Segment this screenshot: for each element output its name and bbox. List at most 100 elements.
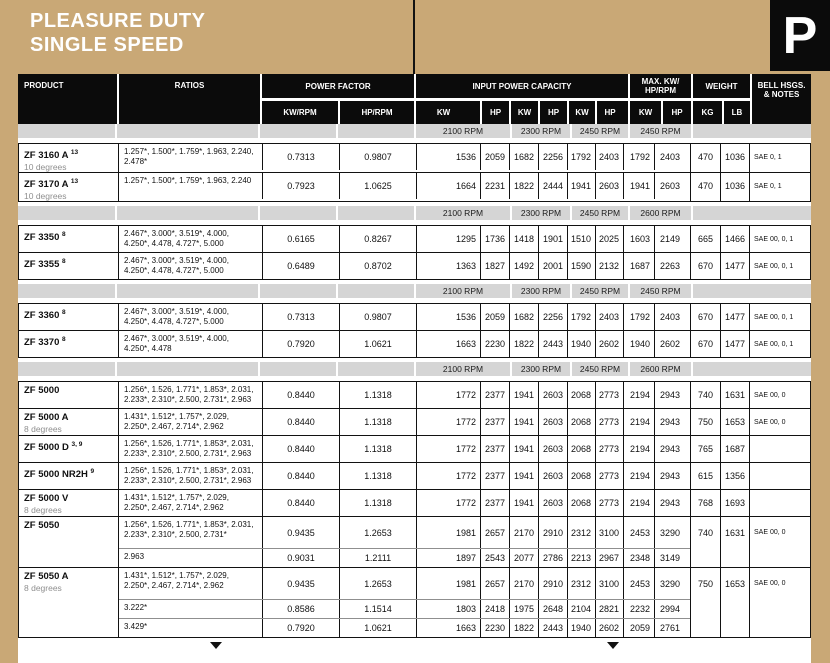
weight-lb-cell-value: 1687	[724, 444, 746, 455]
rpm-band-spacer	[18, 206, 115, 221]
notes-cell-value	[750, 436, 810, 462]
product-name: ZF 5000 A	[24, 412, 69, 424]
input-kw-cell: 1664	[416, 173, 480, 200]
input-hp-cell: 2231	[480, 173, 509, 200]
notes-cell: SAE 00, 0, 1	[749, 331, 810, 358]
input-hp-cell: 2602	[595, 331, 623, 358]
max-kw-cell: 2059	[623, 619, 654, 638]
notes-cell-value: SAE 00, 0	[754, 580, 786, 588]
input-hp-cell: 2443	[538, 331, 567, 358]
kw-rpm-cell: 0.7920	[262, 331, 339, 358]
rpm-band-cell: 2600 RPM	[630, 362, 691, 377]
input-kw-cell: 2213	[567, 549, 595, 568]
product-name: ZF 5000 NR2H 9	[24, 468, 95, 481]
continued-down-arrow-icon	[210, 642, 222, 650]
weight-kg-cell: 470	[690, 173, 720, 202]
input-hp-cell: 2059	[480, 304, 509, 331]
weight-lb-cell: 1477	[720, 253, 749, 280]
data-subrow: 1.256*, 1.526, 1.771*, 1.853*, 2.031, 2.…	[119, 517, 690, 549]
input-hp-cell: 3100	[595, 568, 623, 600]
rpm-band-spacer	[117, 124, 258, 138]
weight-lb-cell: 1693	[720, 490, 749, 517]
weight-lb-cell-value: 1477	[724, 339, 746, 350]
max-subheader: KW HP	[630, 101, 691, 124]
product-row: ZF 3160 A 13 10 degrees 1.257*, 1.500*, 1.…	[19, 144, 810, 173]
col-header-product: PRODUCT	[18, 74, 117, 124]
weight-kg-cell: 665	[690, 226, 720, 253]
kw-rpm-cell: 0.8440	[262, 463, 339, 490]
notes-cell-value: SAE 00, 0, 1	[754, 340, 794, 348]
product-data-rows: 2.467*, 3.000*, 3.519*, 4.000, 4.250*, 4…	[118, 226, 690, 253]
input-hp-cell: 3100	[595, 517, 623, 549]
weight-lb-cell: 1036	[720, 173, 749, 202]
data-subrow: 1.257*, 1.500*, 1.759*, 1.963, 2.240 0.79…	[119, 173, 690, 200]
notes-cell-value: SAE 00, 0	[754, 391, 786, 399]
input-hp-cell: 2377	[480, 436, 509, 463]
rpm-band-spacer	[693, 206, 811, 221]
weight-kg-cell: 768	[690, 490, 720, 517]
ratios-cell: 1.256*, 1.526, 1.771*, 1.853*, 2.031, 2.…	[124, 520, 254, 540]
weight-lb-cell-value: 1477	[724, 312, 746, 323]
input-kw-cell: 1536	[416, 144, 480, 170]
product-section: ZF 3360 8 2.467*, 3.000*, 3.519*, 4.000, …	[18, 303, 811, 359]
input-hp-cell: 2910	[538, 568, 567, 600]
input-hp-cell: 2786	[538, 549, 567, 568]
input-kw-cell: 1897	[416, 549, 480, 568]
kw-rpm-cell: 0.8440	[262, 436, 339, 463]
data-subrow: 1.256*, 1.526, 1.771*, 1.853*, 2.031, 2.…	[119, 382, 690, 409]
rpm-band-spacer	[117, 206, 258, 221]
product-name: ZF 5000 V	[24, 493, 69, 505]
product-footnote: 13	[70, 178, 79, 186]
product-name: ZF 3360 8	[24, 309, 66, 322]
product-name: ZF 5050	[24, 520, 60, 532]
input-kw-cell: 1510	[567, 226, 595, 253]
kw-rpm-cell: 0.6489	[262, 253, 339, 280]
kw-rpm-cell: 0.8440	[262, 490, 339, 517]
weight-kg-cell: 765	[690, 436, 720, 463]
input-hp-cell: 2773	[595, 382, 623, 409]
notes-cell-value: SAE 00, 0, 1	[754, 262, 794, 270]
input-hp-cell: 1736	[480, 226, 509, 253]
product-row: ZF 3355 8 2.467*, 3.000*, 3.519*, 4.000, …	[19, 252, 810, 280]
product-row: ZF 3360 8 2.467*, 3.000*, 3.519*, 4.000, …	[19, 304, 810, 331]
kw-rpm-cell: 0.9435	[262, 517, 339, 549]
max-hp-cell: 3290	[654, 517, 684, 549]
product-cell: ZF 3350 8	[19, 226, 118, 252]
weight-kg-cell: 750	[690, 568, 720, 638]
rpm-band-cell: 2300 RPM	[512, 284, 570, 299]
product-data-rows: 1.431*, 1.512*, 1.757*, 2.029, 2.250*, 2…	[118, 409, 690, 436]
max-hp-cell: 3290	[654, 568, 684, 600]
input-hp-cell: 2377	[480, 409, 509, 436]
weight-kg-cell: 470	[690, 144, 720, 173]
product-name: ZF 3370 8	[24, 336, 66, 349]
rpm-band: 2100 RPM 2300 RPM 2450 RPM 2450 RPM	[18, 284, 811, 299]
ratios-cell: 2.467*, 3.000*, 3.519*, 4.000, 4.250*, 4…	[124, 307, 229, 327]
input-kw-cell: 2068	[567, 490, 595, 517]
input-kw-cell: 1663	[416, 331, 480, 358]
notes-cell-value: SAE 0, 1	[754, 182, 782, 190]
col-group-input-power: INPUT POWER CAPACITY KW HP KW HP KW HP	[414, 74, 628, 124]
weight-kg-cell-value: 470	[697, 152, 714, 162]
col-header-hp: HP	[480, 101, 509, 124]
weight-lb-cell-value: 1653	[724, 417, 746, 428]
product-row: ZF 5000 1.256*, 1.526, 1.771*, 1.853*, 2.…	[19, 382, 810, 409]
power-factor-label: POWER FACTOR	[262, 74, 414, 101]
weight-lb-cell: 1631	[720, 382, 749, 409]
input-kw-cell: 1940	[567, 331, 595, 358]
product-data-rows: 1.257*, 1.500*, 1.759*, 1.963, 2.240, 2.…	[118, 144, 690, 173]
hp-rpm-cell: 1.1318	[339, 463, 416, 490]
weight-lb-cell: 1477	[720, 304, 749, 331]
col-header-kw: KW	[509, 101, 538, 124]
input-kw-cell: 1772	[416, 409, 480, 436]
kw-rpm-cell: 0.9031	[262, 549, 339, 568]
product-footnote: 8	[62, 336, 66, 344]
product-data-rows: 1.256*, 1.526, 1.771*, 1.853*, 2.031, 2.…	[118, 436, 690, 463]
rpm-band-cell: 2600 RPM	[630, 206, 691, 221]
table-sections: 2100 RPM 2300 RPM 2450 RPM 2450 RPM ZF 3160 …	[18, 124, 811, 639]
page-title: PLEASURE DUTY SINGLE SPEED	[30, 9, 205, 57]
page-title-line1: PLEASURE DUTY	[30, 10, 206, 32]
ratios-cell: 2.963	[124, 552, 145, 562]
input-hp-cell: 2821	[595, 600, 623, 619]
